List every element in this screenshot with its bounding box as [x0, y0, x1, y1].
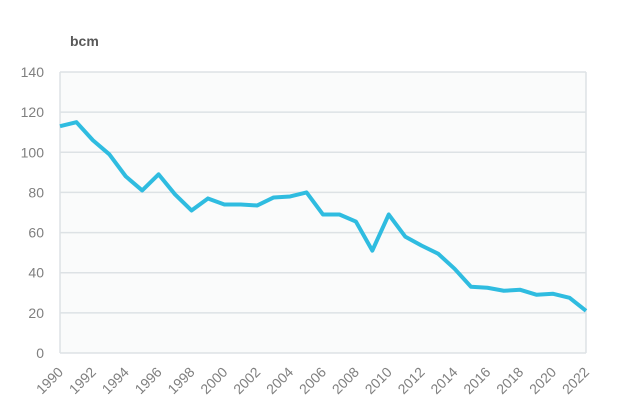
- x-tick-label: 2002: [230, 364, 263, 397]
- x-tick-label: 2020: [526, 364, 559, 397]
- y-tick-label: 40: [28, 265, 44, 281]
- x-tick-label: 2006: [296, 364, 329, 397]
- y-tick-label: 100: [21, 144, 45, 160]
- y-tick-label: 120: [21, 104, 45, 120]
- x-tick-label: 1996: [131, 364, 164, 397]
- x-tick-label: 2022: [559, 364, 592, 397]
- x-tick-label: 1998: [164, 364, 197, 397]
- x-tick-label: 2018: [493, 364, 526, 397]
- x-tick-label: 2012: [394, 364, 427, 397]
- x-tick-label: 2000: [197, 364, 230, 397]
- y-tick-label: 0: [36, 345, 44, 361]
- x-tick-label: 2008: [329, 364, 362, 397]
- x-tick-label: 2010: [362, 364, 395, 397]
- y-tick-label: 20: [28, 305, 44, 321]
- y-tick-label: 60: [28, 225, 44, 241]
- x-tick-label: 2016: [460, 364, 493, 397]
- x-tick-label: 1990: [33, 364, 66, 397]
- y-axis-unit-label: bcm: [70, 33, 99, 49]
- y-tick-label: 140: [21, 64, 45, 80]
- x-tick-label: 1992: [66, 364, 99, 397]
- x-tick-label: 2014: [427, 364, 460, 397]
- x-tick-label: 2004: [263, 364, 296, 397]
- y-tick-label: 80: [28, 184, 44, 200]
- x-tick-label: 1994: [99, 364, 132, 397]
